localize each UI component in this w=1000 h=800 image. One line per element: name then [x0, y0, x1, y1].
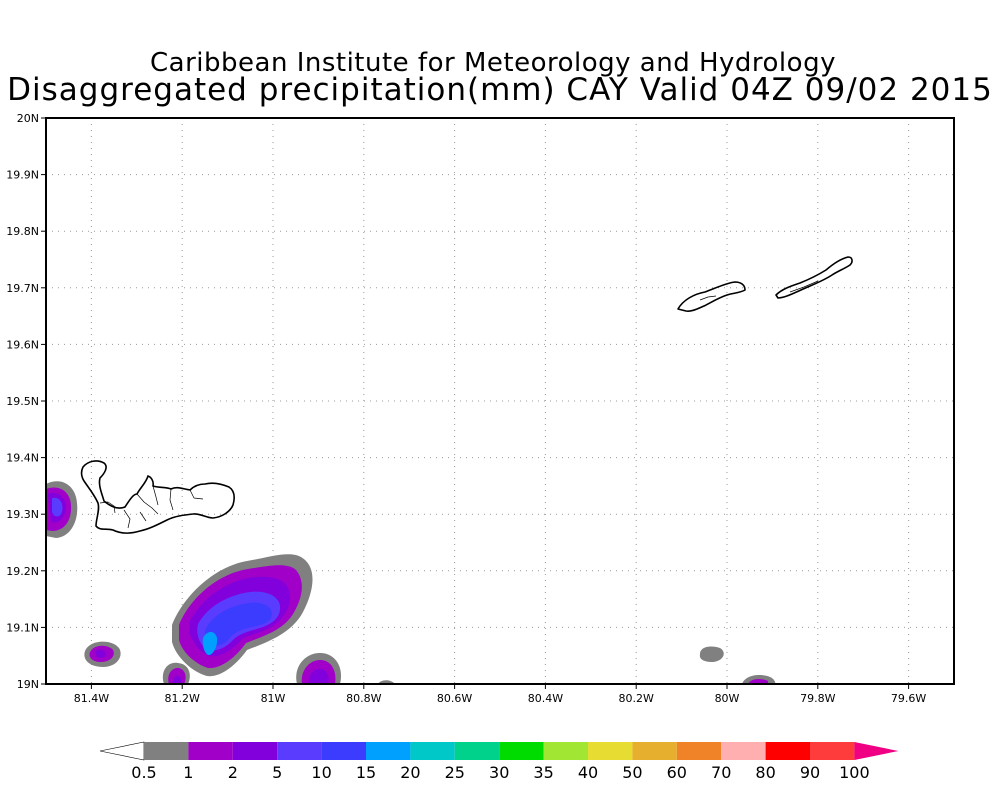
colorbar-swatch [144, 742, 189, 760]
colorbar-label: 70 [711, 763, 731, 782]
lon-tick-label: 80.2W [619, 692, 654, 705]
colorbar-swatch [366, 742, 411, 760]
colorbar-swatch [277, 742, 322, 760]
lat-tick-label: 19.3N [6, 508, 39, 521]
colorbar-swatch [232, 742, 278, 760]
lon-tick-label: 79.8W [800, 692, 835, 705]
colorbar-swatch [810, 742, 855, 760]
lon-tick-label: 81.2W [165, 692, 200, 705]
lat-tick-label: 19.1N [6, 621, 39, 634]
colorbar-swatch [721, 742, 766, 760]
rain-cell-small-2 [162, 662, 190, 684]
rain-cell-south [172, 554, 313, 677]
colorbar-label: 90 [800, 763, 820, 782]
colorbar-swatch [765, 742, 810, 760]
colorbar-swatch [321, 742, 366, 760]
lon-tick-label: 80.6W [437, 692, 472, 705]
map-panel [45, 117, 955, 685]
colorbar-label: 0.5 [131, 763, 156, 782]
island-outlines [80, 256, 853, 534]
rain-cell-small-1 [84, 641, 121, 667]
lat-tick-label: 19.9N [6, 169, 39, 182]
colorbar-label: 60 [667, 763, 687, 782]
rain-cell-small-5 [699, 646, 724, 662]
colorbar-label: 35 [533, 763, 553, 782]
colorbar-label: 40 [578, 763, 598, 782]
map-title-line2: Disaggregated precipitation(mm) CAY Vali… [7, 72, 993, 108]
colorbar-swatch [543, 742, 588, 760]
colorbar-label: 20 [400, 763, 420, 782]
colorbar-label: 50 [622, 763, 642, 782]
lon-tick-label: 79.6W [891, 692, 926, 705]
colorbar-swatch [676, 742, 722, 760]
lat-tick-label: 19.5N [6, 395, 39, 408]
lon-tick-label: 81W [261, 692, 286, 705]
island-little-cayman [677, 281, 746, 312]
colorbar-label: 100 [839, 763, 870, 782]
lat-tick-label: 19.8N [6, 225, 39, 238]
precipitation-contours [46, 481, 776, 684]
colorbar-swatch-over [854, 742, 899, 760]
colorbar-label: 2 [228, 763, 238, 782]
lon-tick-label: 80.8W [346, 692, 381, 705]
colorbar-label: 25 [445, 763, 465, 782]
colorbar-swatch [410, 742, 455, 760]
colorbar-swatch [454, 742, 500, 760]
rain-cell-small-6 [742, 675, 776, 684]
colorbar-swatch-under [99, 741, 145, 761]
island-cayman-brac [775, 256, 853, 299]
island-grand-cayman [80, 460, 235, 534]
colorbar-swatch [588, 742, 633, 760]
lat-tick-label: 19.4N [6, 452, 39, 465]
map-title-line1: Caribbean Institute for Meteorology and … [150, 48, 836, 78]
colorbar-swatch [188, 742, 233, 760]
colorbar-label: 5 [272, 763, 282, 782]
rain-cell-small-3 [296, 653, 342, 684]
colorbar-swatch [499, 742, 544, 760]
longitude-axis: 81.4W 81.2W 81W 80.8W 80.6W 80.4W 80.2W 80W 79.8… [74, 684, 926, 705]
colorbar-swatch [632, 742, 677, 760]
lon-tick-label: 80W [715, 692, 740, 705]
lat-tick-label: 19.7N [6, 282, 39, 295]
lat-tick-label: 19.6N [6, 338, 39, 351]
latitude-axis: 20N 19.9N 19.8N 19.7N 19.6N 19.5N 19.4N 19.3N 19… [6, 112, 46, 691]
lon-tick-label: 80.4W [528, 692, 563, 705]
colorbar-legend: 0.5 1 2 5 10 15 20 25 30 35 40 50 60 70 80 90 100 [99, 741, 899, 782]
lat-tick-label: 19N [17, 678, 39, 691]
colorbar-label: 30 [489, 763, 509, 782]
colorbar-label: 80 [755, 763, 775, 782]
lat-tick-label: 20N [17, 112, 39, 125]
colorbar-label: 1 [183, 763, 193, 782]
rain-cell-west [46, 481, 78, 538]
lon-tick-label: 81.4W [74, 692, 109, 705]
colorbar-label: 10 [311, 763, 331, 782]
colorbar-label: 15 [356, 763, 376, 782]
lat-tick-label: 19.2N [6, 565, 39, 578]
